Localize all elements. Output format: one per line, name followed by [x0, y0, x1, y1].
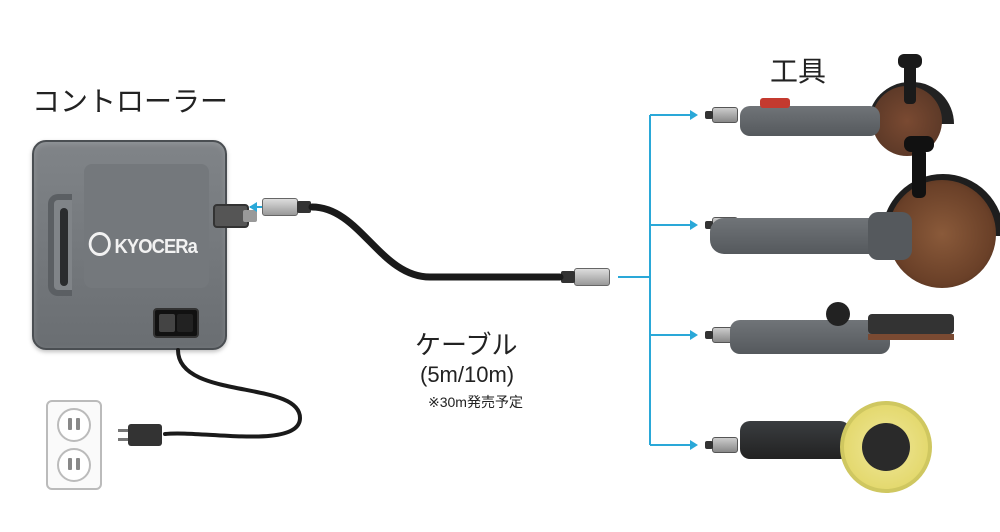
tool-body	[730, 320, 890, 354]
controller-power-switch	[153, 308, 199, 338]
sanding-pad	[840, 401, 932, 493]
tool-orbital-sander	[700, 395, 960, 495]
cable-connector-left	[262, 198, 298, 216]
controller-handle	[48, 194, 72, 296]
tool-connector	[712, 437, 738, 453]
outlet-socket-bottom	[57, 448, 91, 482]
tool-connector	[712, 107, 738, 123]
label-cable: ケーブル	[415, 325, 517, 362]
controller-brand-logo: KYOCERa	[89, 232, 197, 259]
tool-body	[740, 421, 850, 459]
wall-outlet	[46, 400, 102, 490]
power-plug	[128, 424, 162, 446]
cable-connector-right	[574, 268, 610, 286]
side-handle	[904, 64, 916, 104]
tool-body	[710, 218, 900, 254]
label-controller: コントローラー	[32, 80, 228, 120]
controller-output-port	[213, 204, 249, 228]
side-handle	[912, 148, 926, 198]
outlet-socket-top	[57, 408, 91, 442]
controller-panel	[84, 164, 209, 288]
sanding-arm	[868, 314, 954, 334]
tool-large-angle-grinder	[700, 170, 990, 280]
label-cable-note: ※30m発売予定	[428, 392, 523, 412]
tool-belt-sander	[700, 300, 970, 370]
label-cable-lengths: (5m/10m)	[420, 362, 514, 388]
controller-unit: KYOCERa	[32, 140, 227, 350]
tool-body	[740, 106, 880, 136]
adjust-knob	[826, 302, 850, 326]
tool-switch-button	[760, 98, 790, 108]
